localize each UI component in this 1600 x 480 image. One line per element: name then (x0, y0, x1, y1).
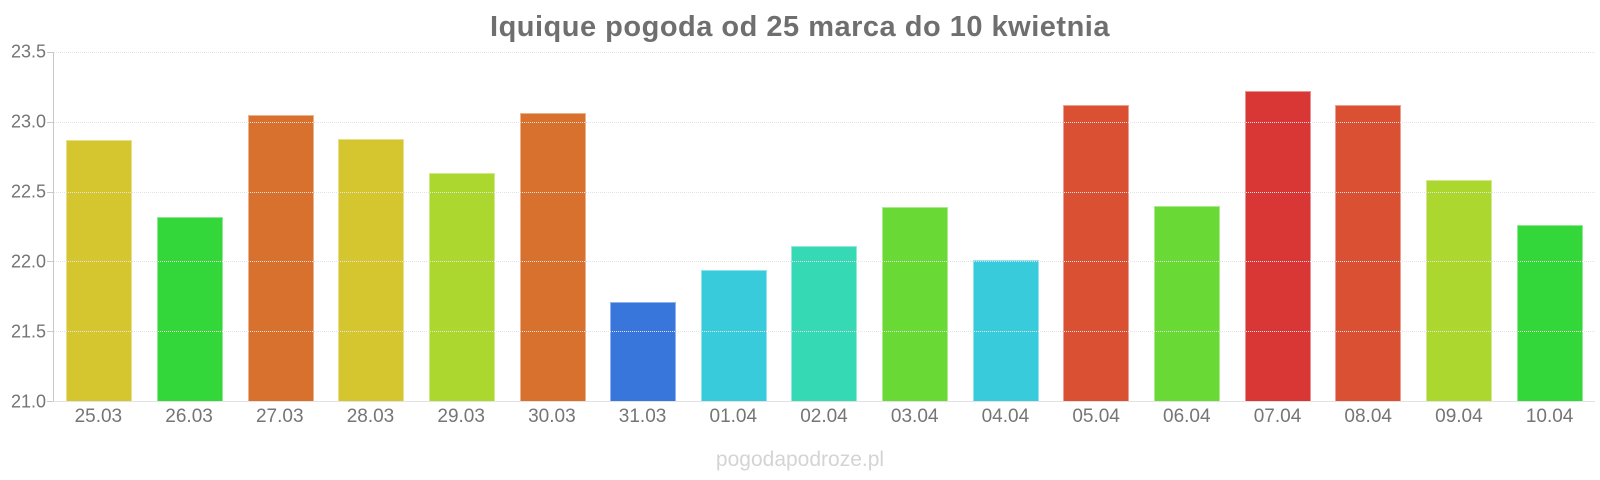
x-axis-label: 07.04 (1253, 406, 1302, 427)
x-axis-label: 31.03 (618, 406, 667, 427)
chart-title: Iquique pogoda od 25 marca do 10 kwietni… (490, 11, 1110, 43)
gridline (54, 331, 1595, 333)
y-axis-tick-label: 22.0 (10, 251, 46, 272)
x-axis-label: 29.03 (437, 406, 485, 427)
bar-09.04[interactable] (1425, 180, 1492, 401)
y-axis-tick-label: 21.0 (10, 391, 46, 412)
x-axis-label: 02.04 (800, 406, 848, 427)
x-axis-label: 28.03 (346, 406, 395, 427)
bar-slot (688, 52, 779, 401)
bar-04.04[interactable] (972, 260, 1039, 401)
watermark: pogodapodroze.pl (715, 448, 885, 471)
gridline (54, 191, 1595, 193)
bar-27.03[interactable] (247, 114, 314, 401)
bar-slot (145, 52, 236, 401)
x-axis-label: 25.03 (74, 406, 123, 427)
bar-03.04[interactable] (882, 206, 949, 401)
bar-25.03[interactable] (66, 139, 133, 401)
y-axis-tick-label: 23.0 (10, 111, 46, 132)
x-axis-label: 26.03 (165, 406, 213, 427)
x-axis-label: 27.03 (255, 406, 304, 427)
bar-06.04[interactable] (1154, 205, 1220, 401)
y-axis-tick-label: 23.5 (10, 41, 46, 62)
x-axis-label: 04.04 (981, 406, 1030, 427)
bar-28.03[interactable] (338, 138, 405, 401)
bar-slot (235, 52, 326, 401)
gridline (54, 121, 1595, 123)
bar-07.04[interactable] (1244, 91, 1311, 401)
x-axis-label: 10.04 (1525, 406, 1574, 427)
x-axis-label: 05.04 (1072, 406, 1120, 427)
bar-slot (870, 52, 961, 401)
y-axis-tick-label: 22.5 (10, 181, 46, 202)
gridline (54, 52, 1595, 53)
y-axis-tick-label: 21.5 (10, 321, 46, 342)
bar-slot (779, 52, 870, 401)
bar-30.03[interactable] (519, 113, 586, 401)
bar-08.04[interactable] (1335, 105, 1402, 401)
bar-slot (326, 52, 417, 401)
bar-slot (1414, 52, 1505, 401)
plot-area (47, 52, 1595, 402)
bar-slot (1051, 52, 1142, 401)
bar-01.04[interactable] (700, 269, 767, 401)
bar-slot (507, 52, 598, 401)
bar-slot (1504, 52, 1595, 401)
bar-02.04[interactable] (791, 246, 858, 401)
x-axis: 25.03 26.03 27.03 28.03 29.03 30.03 31.03 01.04… (53, 406, 1595, 428)
bar-slot (960, 52, 1051, 401)
x-axis-label: 03.04 (890, 406, 939, 427)
x-axis-label: 30.03 (528, 406, 576, 427)
bars-row (54, 52, 1595, 401)
bar-26.03[interactable] (156, 216, 223, 401)
gridline (54, 261, 1595, 263)
y-axis-tick (47, 52, 53, 53)
bar-05.04[interactable] (1063, 105, 1130, 401)
x-axis-label: 09.04 (1435, 406, 1483, 427)
x-axis-label: 01.04 (709, 406, 758, 427)
bar-31.03[interactable] (610, 301, 677, 401)
x-axis-label: 08.04 (1344, 406, 1392, 427)
y-axis-tick (47, 401, 53, 402)
bar-slot (598, 52, 689, 401)
bar-slot (1142, 52, 1233, 401)
y-axis-tick (47, 261, 53, 263)
y-axis-tick (47, 121, 53, 123)
y-axis: 23.5 23.0 22.5 22.0 21.5 21.0 (0, 42, 46, 412)
x-axis-label: 06.04 (1163, 406, 1211, 427)
bar-10.04[interactable] (1516, 225, 1583, 401)
bar-slot (1232, 52, 1323, 401)
bar-slot (1323, 52, 1414, 401)
bar-29.03[interactable] (428, 173, 495, 401)
y-axis-tick (47, 191, 53, 193)
bar-slot (417, 52, 508, 401)
bar-slot (54, 52, 145, 401)
y-axis-tick (47, 331, 53, 333)
